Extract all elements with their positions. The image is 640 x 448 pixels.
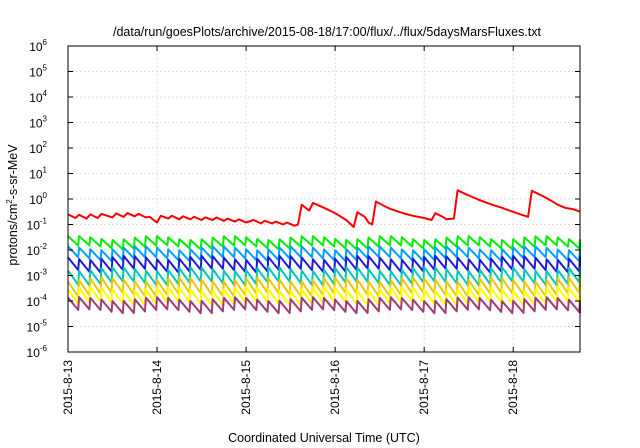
flux-series-line	[67, 189, 581, 228]
x-tick-label: 2015-8-13	[61, 360, 75, 415]
x-tick-label: 2015-8-14	[150, 360, 164, 415]
y-axis-label-exponent: 2	[5, 199, 14, 204]
x-tick-label: 2015-8-18	[506, 360, 520, 415]
y-tick-label: 10-3	[27, 268, 48, 284]
chart-title: /data/run/goesPlots/archive/2015-08-18/1…	[113, 25, 542, 39]
flux-series-line	[67, 286, 581, 307]
y-tick-label: 102	[29, 140, 47, 156]
y-tick-label: 106	[29, 38, 47, 54]
x-tick-label: 2015-8-16	[328, 360, 342, 415]
y-axis-label-unit: -s-sr-MeV	[6, 144, 20, 200]
y-axis: 10-6 10-5 10-4 10-3 10-2 10-1 100 101 102 103 104 1…	[27, 38, 580, 360]
flux-series-line	[67, 266, 581, 287]
y-tick-label: 104	[29, 89, 47, 105]
y-tick-label: 10-1	[27, 217, 48, 233]
x-axis-label: Coordinated Universal Time (UTC)	[228, 431, 420, 445]
x-axis: 2015-8-13 2015-8-14 2015-8-15 2015-8-16 2015…	[61, 46, 520, 415]
y-axis-label-main: protons/cm	[6, 204, 20, 266]
y-tick-label: 10-4	[27, 293, 48, 309]
y-tick-label: 100	[29, 191, 47, 207]
y-tick-label: 10-2	[27, 242, 48, 258]
flux-series-line	[67, 296, 581, 315]
y-tick-label: 103	[29, 115, 47, 131]
flux-series-line	[67, 235, 581, 251]
flux-series-line	[67, 245, 581, 262]
x-tick-label: 2015-8-15	[239, 360, 253, 415]
y-tick-label: 101	[29, 166, 47, 182]
x-tick-label: 2015-8-17	[417, 360, 431, 415]
y-tick-label: 105	[29, 64, 47, 80]
y-tick-label: 10-6	[27, 344, 48, 360]
y-axis-label: protons/cm2-s-sr-MeV	[5, 144, 20, 266]
flux-series-line	[67, 254, 581, 274]
y-tick-label: 10-5	[27, 319, 48, 335]
series-layer	[67, 189, 581, 315]
